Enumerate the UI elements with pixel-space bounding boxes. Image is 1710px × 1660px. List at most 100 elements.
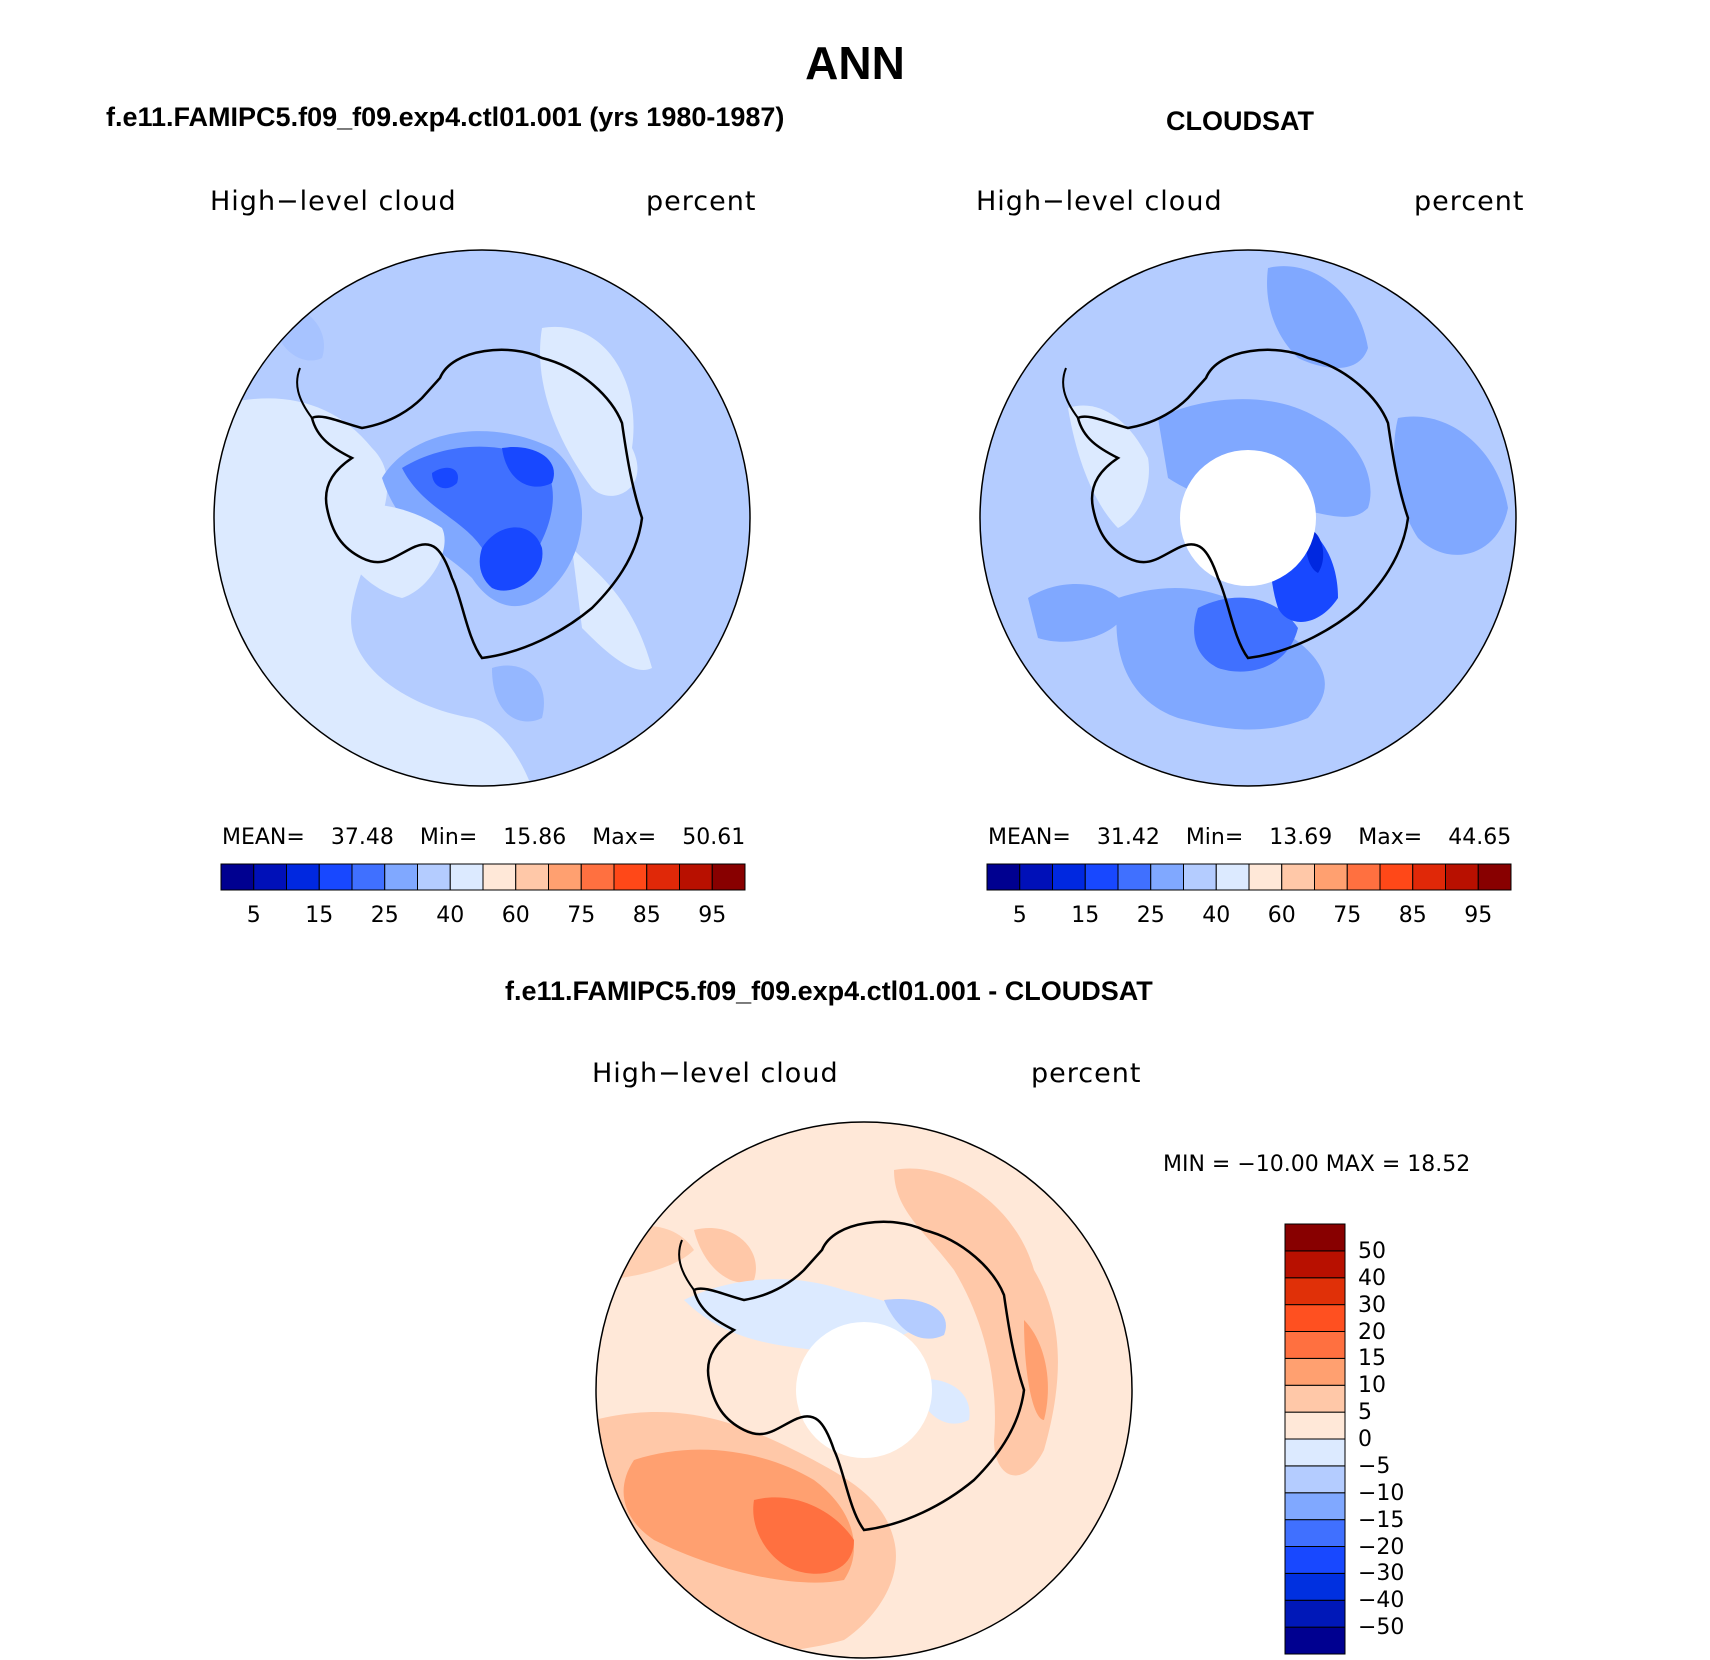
panel-title-model: f.e11.FAMIPC5.f09_f09.exp4.ctl01.001 (yr… [106, 102, 785, 132]
colorbar-tick-label: 25 [1136, 903, 1165, 928]
colorbar-swatch [1284, 1572, 1346, 1601]
colorbar-swatch [1346, 863, 1381, 891]
colorbar-swatch [1284, 1250, 1346, 1279]
colorbar-tick-label: 40 [1202, 903, 1231, 928]
polar-map-model [213, 249, 751, 787]
colorbar-model [220, 863, 746, 891]
units-label-obs: percent [1414, 186, 1525, 217]
polar-map-obs [979, 249, 1517, 787]
colorbar-swatch [1445, 863, 1479, 891]
colorbar-swatch [1477, 863, 1512, 891]
colorbar-swatch [1314, 863, 1348, 891]
stats-obs: MEAN= 31.42 Min= 13.69 Max= 44.65 [988, 825, 1511, 850]
colorbar-swatch [711, 863, 746, 891]
mean-label: MEAN= [988, 825, 1071, 850]
colorbar-swatch [1183, 863, 1217, 891]
colorbar-swatch [1284, 1626, 1346, 1655]
colorbar-swatch [613, 863, 648, 891]
colorbar-tick-label: 40 [436, 903, 465, 928]
colorbar-swatch [253, 863, 287, 891]
colorbar-tick-label: 60 [501, 903, 530, 928]
panel-title-diff: f.e11.FAMIPC5.f09_f09.exp4.ctl01.001 - C… [505, 976, 1153, 1006]
mean-value: 37.48 [330, 825, 394, 850]
colorbar-swatch [1084, 863, 1119, 891]
colorbar-swatch [580, 863, 615, 891]
mean-value: 31.42 [1096, 825, 1160, 850]
colorbar-swatch [1284, 1277, 1346, 1306]
colorbar-swatch [417, 863, 451, 891]
colorbar-tick-label: −10 [1358, 1480, 1405, 1506]
mean-label: MEAN= [222, 825, 305, 850]
colorbar-tick-label: 40 [1358, 1265, 1386, 1291]
colorbar-swatch [1284, 1384, 1346, 1413]
max-label: Max= [592, 825, 657, 850]
colorbar-tick-label: 5 [246, 903, 261, 928]
colorbar-swatch [1248, 863, 1283, 891]
colorbar-swatch [1150, 863, 1184, 891]
colorbar-swatch [1379, 863, 1414, 891]
colorbar-tick-label: 0 [1358, 1427, 1372, 1452]
colorbar-tick-label: 10 [1358, 1373, 1386, 1399]
colorbar-tick-label: −20 [1358, 1534, 1405, 1560]
max-value: 50.61 [682, 825, 746, 850]
colorbar-swatch [548, 863, 582, 891]
colorbar-swatch [1215, 863, 1250, 891]
polar-map-diff [595, 1121, 1133, 1659]
colorbar-swatch [384, 863, 418, 891]
main-title: ANN [805, 37, 905, 89]
min-value: 13.69 [1269, 825, 1333, 850]
min-label: Min= [1185, 825, 1244, 850]
colorbar-swatch [1284, 1304, 1346, 1333]
colorbar-swatch [1284, 1331, 1346, 1359]
units-label-diff: percent [1031, 1058, 1142, 1089]
colorbar-tick-label: −30 [1358, 1561, 1405, 1587]
colorbar-swatch [515, 863, 549, 891]
colorbar-tick-label: 95 [1464, 903, 1493, 928]
colorbar-swatch [1284, 1465, 1346, 1494]
colorbar-swatch [986, 863, 1021, 891]
colorbar-ticks-diff: −50 −40 −30 −20 −15 −10 −5 0 5 10 15 20 30 40 50 [1358, 1224, 1438, 1656]
colorbar-swatch [351, 863, 386, 891]
colorbar-tick-label: 30 [1358, 1292, 1386, 1318]
colorbar-swatch [220, 863, 255, 891]
units-label-model: percent [646, 186, 757, 217]
colorbar-tick-label: 60 [1267, 903, 1296, 928]
colorbar-tick-label: 15 [305, 903, 334, 928]
colorbar-swatch [286, 863, 320, 891]
colorbar-swatch [1284, 1546, 1346, 1574]
stats-diff: MIN = −10.00 MAX = 18.52 [1163, 1152, 1471, 1177]
variable-label-model: High−level cloud [210, 186, 457, 217]
colorbar-swatch [318, 863, 353, 891]
colorbar-swatch [646, 863, 680, 891]
colorbar-tick-label: 75 [567, 903, 596, 928]
colorbar-tick-label: 5 [1358, 1400, 1372, 1426]
colorbar-swatch [1019, 863, 1053, 891]
colorbar-swatch [1284, 1357, 1346, 1386]
colorbar-tick-label: 5 [1012, 903, 1027, 928]
colorbar-swatch [449, 863, 484, 891]
stats-model: MEAN= 37.48 Min= 15.86 Max= 50.61 [222, 825, 745, 850]
colorbar-tick-label: 15 [1071, 903, 1100, 928]
colorbar-ticks-obs: 5 15 25 40 60 75 85 95 [987, 903, 1511, 933]
colorbar-swatch [1284, 1411, 1346, 1440]
min-value: 15.86 [503, 825, 567, 850]
colorbar-swatch [1284, 1599, 1346, 1628]
colorbar-tick-label: 50 [1358, 1238, 1386, 1264]
panel-title-obs: CLOUDSAT [1166, 106, 1314, 136]
colorbar-swatch [1284, 1492, 1346, 1521]
colorbar-tick-label: 20 [1358, 1319, 1386, 1345]
colorbar-swatch [1281, 863, 1315, 891]
colorbar-tick-label: 25 [370, 903, 399, 928]
colorbar-tick-label: 75 [1333, 903, 1362, 928]
colorbar-tick-label: 95 [698, 903, 727, 928]
colorbar-swatch [482, 863, 517, 891]
colorbar-swatch [1117, 863, 1152, 891]
max-value: 44.65 [1448, 825, 1512, 850]
colorbar-diff [1284, 1223, 1346, 1655]
colorbar-tick-label: −15 [1358, 1507, 1405, 1533]
colorbar-swatch [679, 863, 713, 891]
colorbar-tick-label: −5 [1358, 1453, 1391, 1479]
colorbar-obs [986, 863, 1512, 891]
colorbar-swatch [1052, 863, 1086, 891]
colorbar-swatch [1284, 1223, 1346, 1252]
